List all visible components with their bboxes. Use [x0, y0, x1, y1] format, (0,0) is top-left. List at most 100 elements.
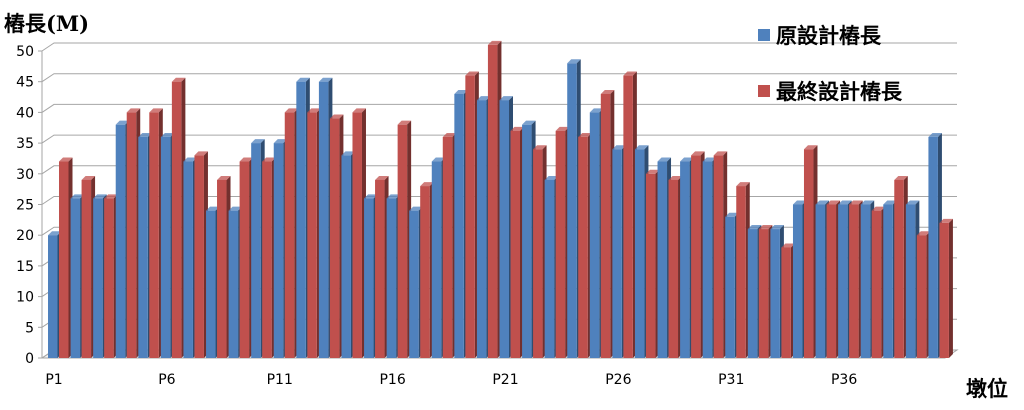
bar-top	[883, 200, 897, 205]
bar-front	[578, 136, 588, 358]
bar-top	[171, 77, 186, 82]
gridline	[41, 134, 957, 144]
bar-final	[397, 120, 412, 359]
bar-front	[781, 247, 791, 358]
bar-final	[691, 151, 705, 358]
bar-top	[781, 243, 795, 248]
bar-front	[702, 161, 713, 358]
bar-front	[849, 204, 859, 358]
bar-top	[736, 182, 750, 187]
x-tick-label: P1	[45, 372, 62, 388]
bar-final	[126, 108, 141, 359]
bar-final	[623, 71, 637, 358]
bar-front	[736, 186, 746, 358]
bars	[48, 40, 953, 359]
bar-top	[431, 157, 446, 162]
bar-top	[70, 194, 85, 199]
bar-front	[939, 222, 949, 358]
bar-front	[555, 130, 566, 358]
bar-front	[59, 161, 69, 358]
bar-final	[600, 89, 615, 358]
bar-top	[48, 231, 62, 236]
bar-front	[567, 63, 577, 358]
x-tick-label: P6	[158, 372, 175, 388]
bar-front	[228, 210, 239, 358]
x-tick-label: P36	[831, 372, 857, 388]
y-tick-label: 0	[25, 351, 34, 367]
bar-front	[138, 136, 148, 358]
bar-front	[815, 204, 826, 358]
bar-front	[273, 143, 284, 358]
bar-final	[442, 132, 457, 358]
bar-final	[668, 175, 683, 358]
bar-final	[713, 151, 728, 358]
y-tick-label: 35	[16, 136, 34, 152]
bar-top	[126, 108, 141, 113]
bar-front	[770, 229, 780, 358]
bar-top	[329, 114, 344, 119]
bar-top	[510, 126, 524, 131]
bar-top	[645, 169, 660, 174]
bar-final	[329, 114, 344, 358]
y-tick-label: 30	[16, 167, 34, 183]
bar-final	[307, 108, 321, 359]
bar-top	[905, 200, 920, 205]
bar-front	[510, 130, 520, 358]
bar-top	[634, 145, 649, 150]
bar-front	[634, 149, 645, 358]
bar-front	[194, 155, 204, 358]
bar-top	[499, 96, 513, 101]
bar-top	[826, 200, 841, 205]
bar-final	[803, 145, 818, 358]
bar-front	[487, 44, 498, 359]
bar-top	[420, 182, 434, 187]
bar-final	[375, 175, 389, 358]
bar-front	[93, 198, 103, 358]
bar-top	[194, 151, 208, 156]
legend-swatch-original	[758, 29, 770, 41]
y-axis-label: 樁長(M)	[4, 11, 90, 36]
bar-top	[725, 212, 739, 217]
bar-front	[894, 179, 904, 358]
bar-final	[736, 182, 750, 358]
bar-top	[318, 77, 333, 82]
bar-top	[623, 71, 637, 76]
bar-front	[860, 204, 871, 358]
y-tick-label: 40	[16, 105, 34, 121]
x-tick-label: P26	[605, 372, 631, 388]
bar-final	[849, 200, 863, 358]
bar-final	[487, 40, 502, 359]
bar-front	[883, 204, 893, 358]
bar-top	[544, 175, 559, 180]
bar-top	[668, 175, 683, 180]
bar-top	[860, 200, 875, 205]
bar-front	[307, 112, 317, 359]
bar-top	[578, 132, 592, 137]
bar-front	[928, 136, 938, 358]
bar-final	[352, 108, 366, 359]
bar-top	[792, 200, 807, 205]
bar-top	[273, 139, 288, 144]
bar-front	[81, 179, 92, 358]
bar-top	[533, 145, 547, 150]
bar-top	[487, 40, 502, 45]
bar-front	[262, 161, 272, 358]
bar-front	[171, 81, 182, 358]
y-axis-ticks: 0 5 10 15 20 25 30 35 40 45 50	[16, 44, 34, 367]
bar-top	[386, 194, 401, 199]
bar-top	[691, 151, 705, 156]
bar-final	[239, 157, 254, 358]
bar-front	[386, 198, 397, 358]
legend-swatch-final	[758, 85, 770, 97]
bar-final	[420, 182, 434, 358]
bar-top	[442, 132, 457, 137]
bar-front	[375, 179, 385, 358]
bar-final	[510, 126, 524, 358]
bar-top	[747, 225, 762, 230]
bar-final	[916, 231, 931, 358]
bar-top	[589, 108, 604, 113]
legend-item-original: 原設計樁長	[758, 20, 881, 50]
bar-front	[442, 136, 453, 358]
y-tick-label: 45	[16, 75, 34, 91]
bar-front	[409, 210, 419, 358]
